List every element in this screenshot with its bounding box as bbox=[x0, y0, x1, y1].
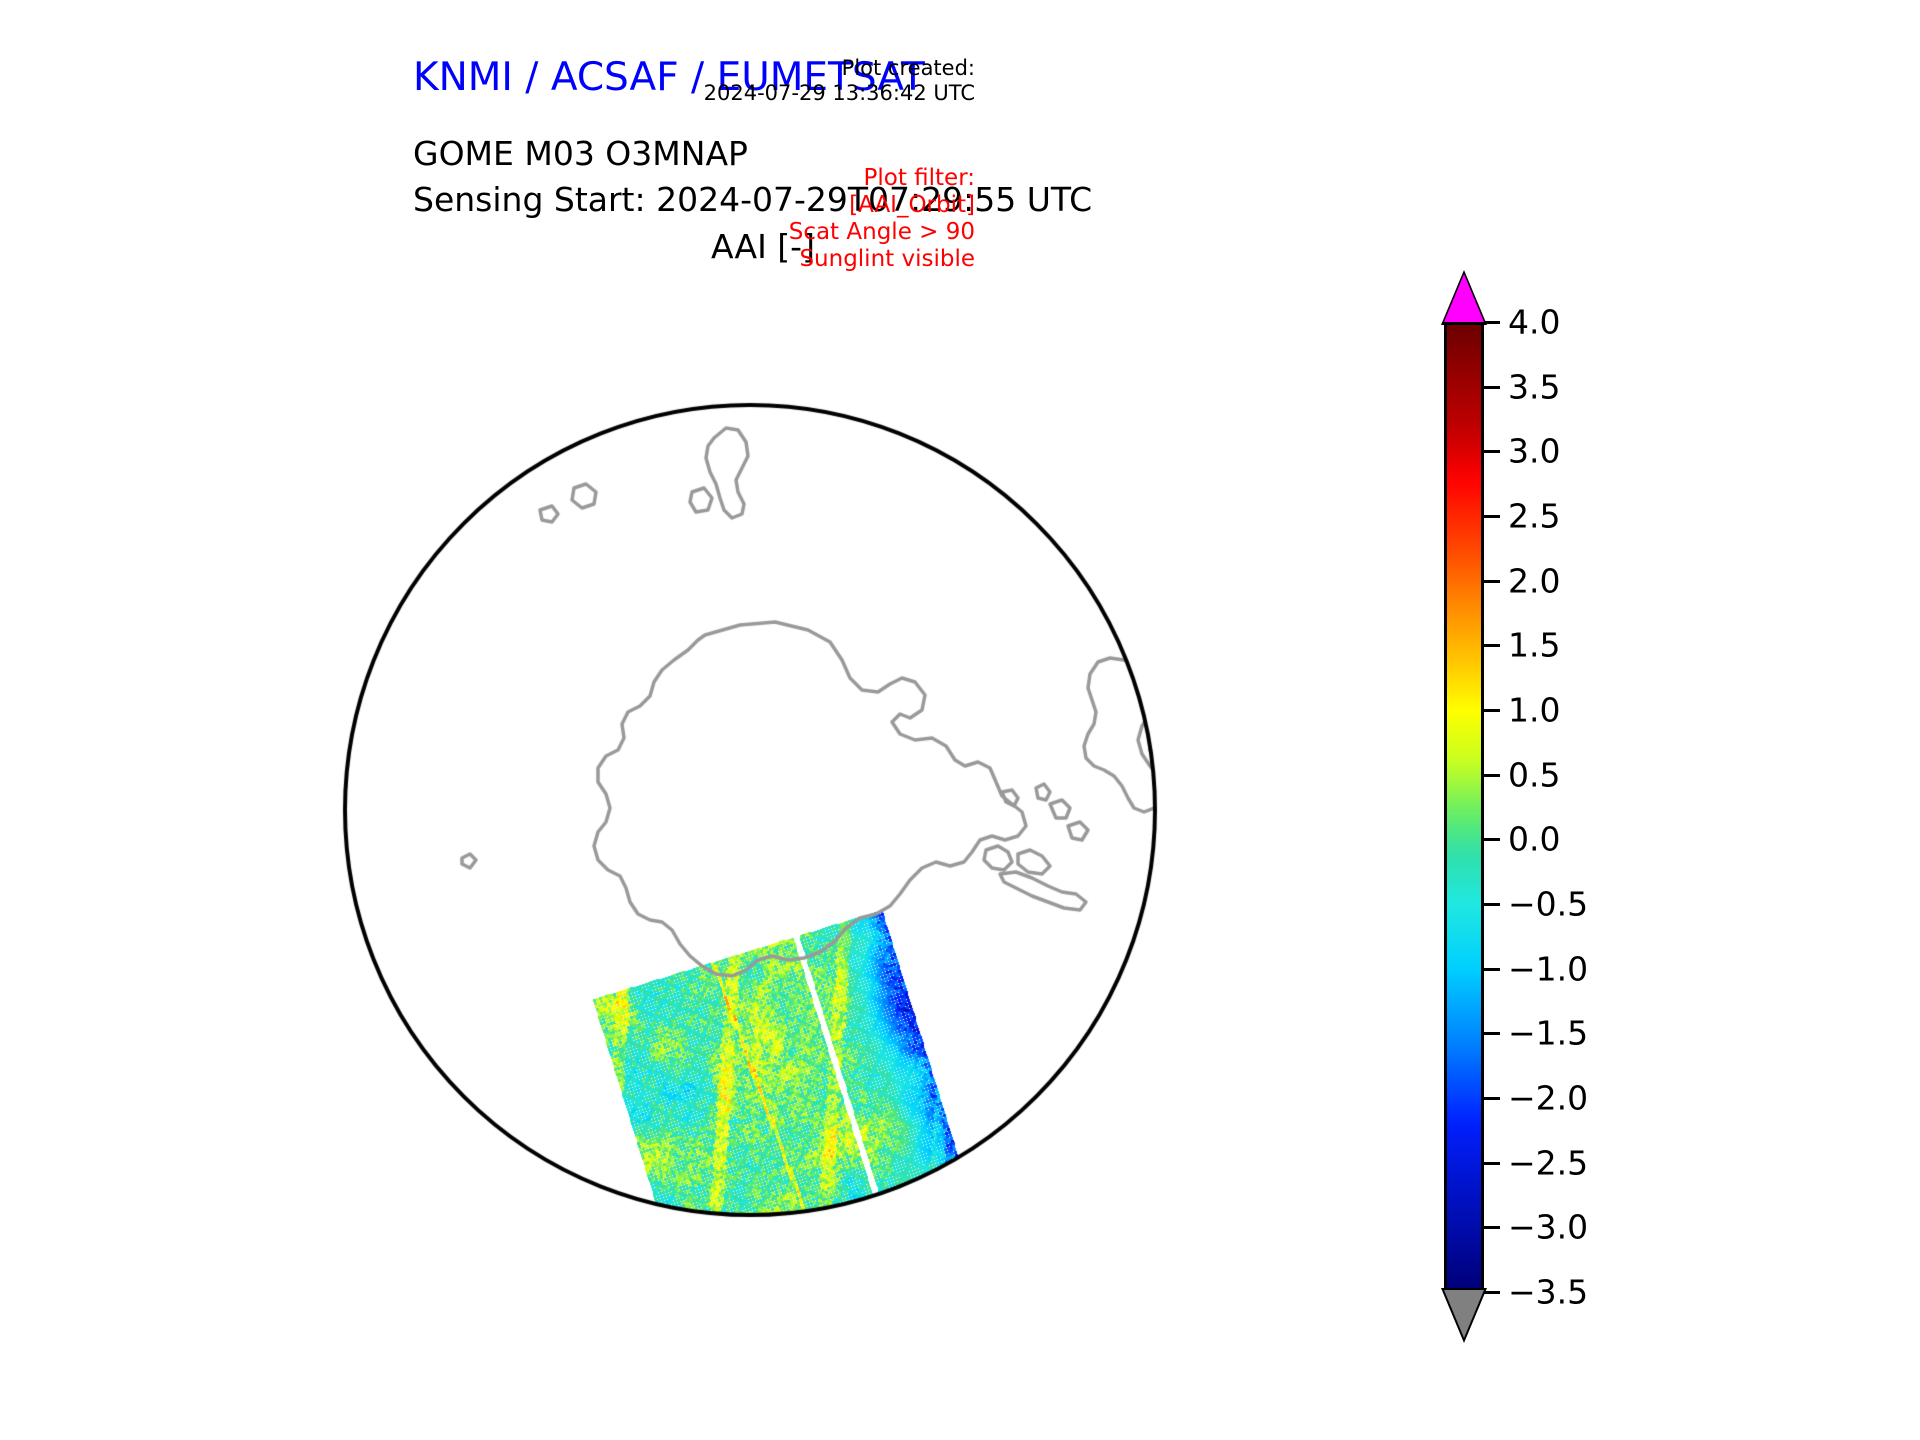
colorbar-tick-label: 1.5 bbox=[1508, 625, 1561, 665]
colorbar-over-range-arrow bbox=[1444, 274, 1484, 322]
colorbar-under-range-arrow bbox=[1444, 1290, 1484, 1338]
colorbar-gradient bbox=[1444, 322, 1484, 1292]
colorbar-tick bbox=[1484, 579, 1500, 583]
colorbar-tick-label: −2.0 bbox=[1508, 1078, 1589, 1118]
organisation-title: KNMI / ACSAF / EUMETSAT bbox=[413, 55, 925, 100]
plot-created-value: 2024-07-29 13:36:42 UTC bbox=[703, 81, 975, 105]
colorbar-tick-label: 0.5 bbox=[1508, 755, 1561, 795]
colorbar-tick bbox=[1484, 838, 1500, 842]
colorbar-tick-label: 0.0 bbox=[1508, 819, 1561, 859]
plot-filter-block: Plot filter: [AAI_Orbit] Scat Angle > 90… bbox=[655, 165, 975, 273]
colorbar-tick bbox=[1484, 1291, 1500, 1294]
colorbar-tick bbox=[1484, 644, 1500, 648]
colorbar-tick bbox=[1484, 385, 1500, 389]
colorbar-tick bbox=[1484, 1097, 1500, 1100]
colorbar-tick bbox=[1484, 321, 1500, 324]
plot-filter-name: [AAI_Orbit] bbox=[849, 192, 975, 218]
colorbar-tick-label: −1.5 bbox=[1508, 1013, 1589, 1053]
colorbar-tick-label: 3.0 bbox=[1508, 431, 1561, 471]
product-name: GOME M03 O3MNAP bbox=[413, 134, 748, 173]
colorbar-tick-label: 4.0 bbox=[1508, 302, 1561, 342]
colorbar-tick-label: −1.0 bbox=[1508, 949, 1589, 989]
colorbar-tick bbox=[1484, 709, 1500, 712]
colorbar-tick-label: 1.0 bbox=[1508, 690, 1561, 730]
colorbar-tick-label: −0.5 bbox=[1508, 884, 1589, 924]
colorbar-tick-label: 2.0 bbox=[1508, 561, 1561, 601]
plot-created-block: Plot created: 2024-07-29 13:36:42 UTC bbox=[655, 56, 975, 106]
colorbar-tick-label: 2.5 bbox=[1508, 496, 1561, 536]
colorbar-tick-label: −3.5 bbox=[1508, 1272, 1589, 1312]
colorbar: 4.0 3.5 3.0 2.5 2.0 1.5 1.0 0.5 0.0 −0.5 −1.0 −1.5 −… bbox=[1432, 270, 1692, 1343]
colorbar-tick bbox=[1484, 450, 1500, 454]
colorbar-tick bbox=[1484, 967, 1500, 971]
colorbar-tick-label: −3.0 bbox=[1508, 1207, 1589, 1247]
plot-filter-sunglint: Sunglint visible bbox=[799, 246, 975, 272]
plot-filter-scat-angle: Scat Angle > 90 bbox=[788, 219, 975, 245]
plot-created-label: Plot created: bbox=[841, 56, 975, 80]
colorbar-tick bbox=[1484, 1226, 1500, 1230]
quantity-label: AAI [-] bbox=[711, 227, 815, 266]
plot-filter-title: Plot filter: bbox=[863, 165, 975, 191]
colorbar-tick bbox=[1484, 1032, 1500, 1036]
colorbar-tick-label: 3.5 bbox=[1508, 367, 1561, 407]
colorbar-tick-label: −2.5 bbox=[1508, 1143, 1589, 1183]
colorbar-tick bbox=[1484, 1161, 1500, 1165]
colorbar-tick bbox=[1484, 903, 1500, 906]
sensing-start-label: Sensing Start: 2024-07-29T07:29:55 UTC bbox=[413, 180, 1093, 219]
colorbar-tick bbox=[1484, 773, 1500, 777]
colorbar-tick bbox=[1484, 515, 1500, 518]
